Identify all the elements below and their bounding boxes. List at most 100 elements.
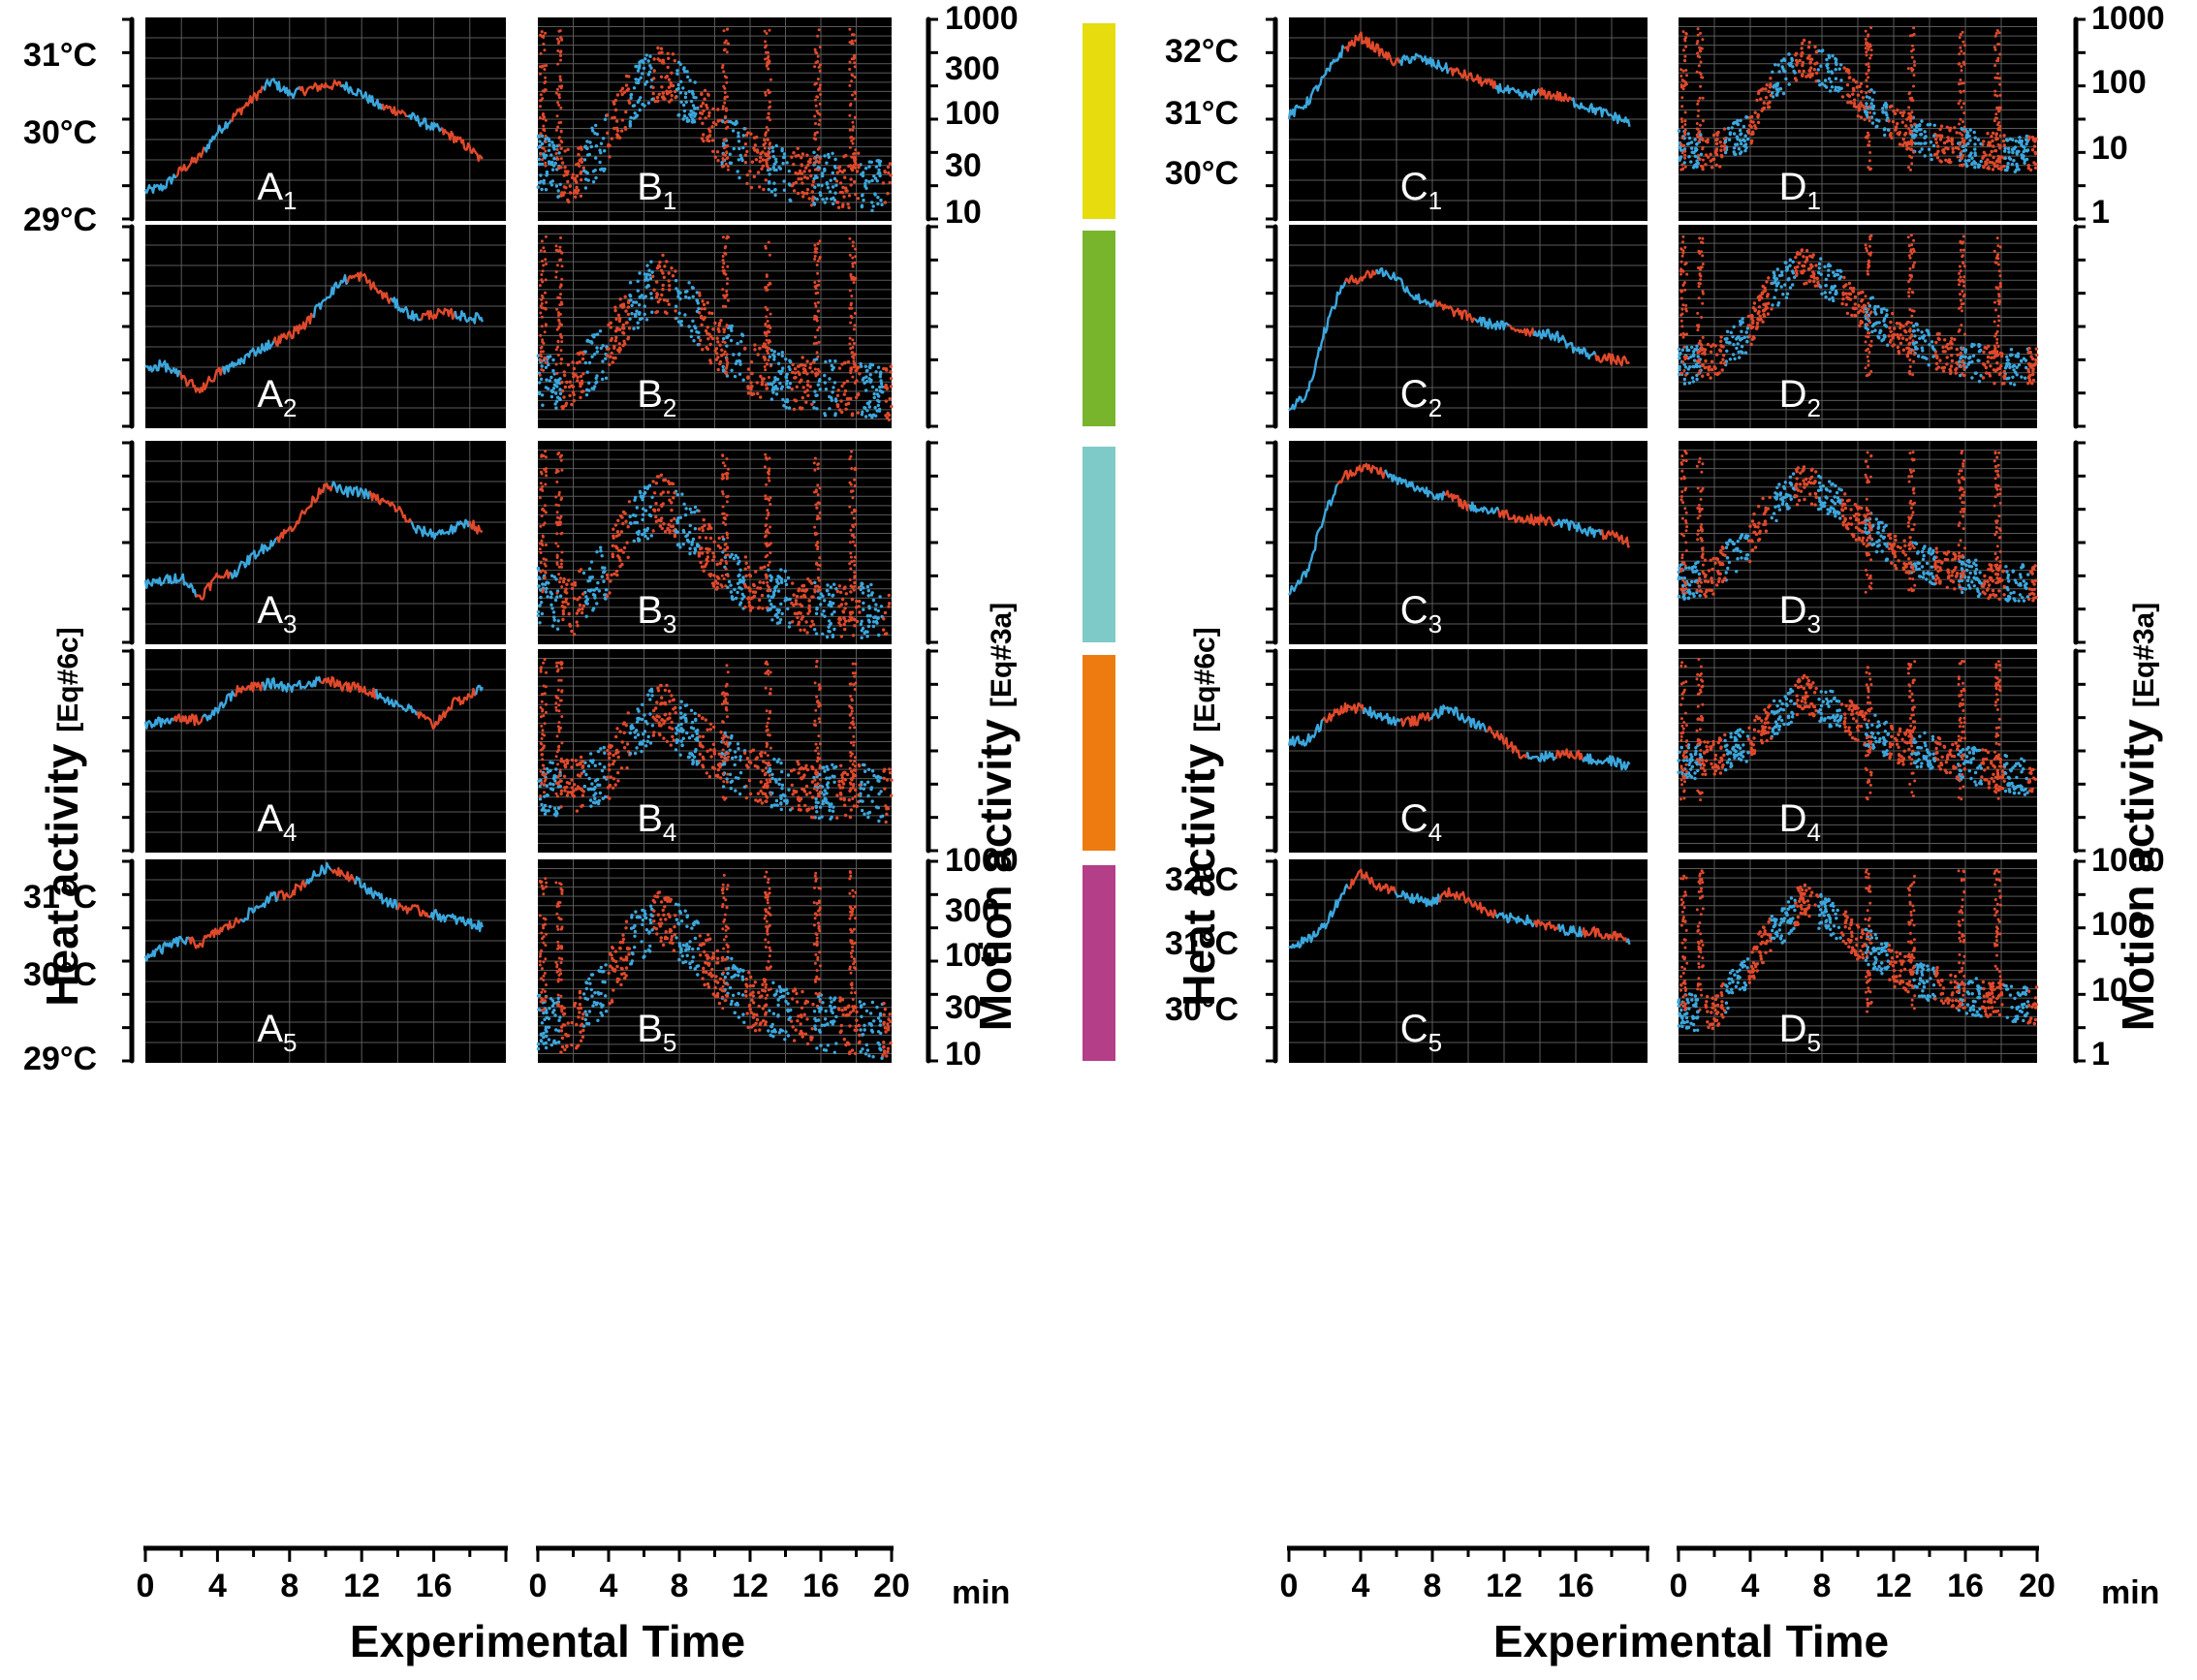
data-point	[1681, 240, 1684, 244]
data-point	[1732, 121, 1737, 125]
data-point	[870, 201, 874, 204]
data-point	[1780, 65, 1784, 69]
data-point	[1997, 31, 2001, 35]
data-point	[1740, 150, 1743, 154]
series-line-segment	[175, 146, 205, 178]
data-point	[869, 160, 873, 164]
data-point	[1996, 160, 2000, 164]
data-point	[850, 79, 854, 83]
data-point	[1940, 366, 1944, 370]
data-point	[1931, 355, 1935, 358]
data-point	[607, 323, 611, 327]
data-point	[878, 159, 883, 164]
data-point	[805, 153, 809, 157]
data-point	[1812, 279, 1816, 284]
data-point	[627, 99, 631, 103]
data-point	[769, 78, 772, 81]
data-point	[814, 50, 818, 54]
data-point	[851, 634, 856, 638]
data-point	[1962, 280, 1965, 284]
data-point	[675, 69, 679, 73]
data-point	[1864, 306, 1867, 311]
data-point	[670, 508, 674, 513]
data-point	[1998, 124, 2002, 128]
data-point	[1899, 323, 1903, 327]
data-point	[1698, 349, 1702, 353]
data-point	[593, 169, 597, 172]
data-point	[643, 509, 648, 513]
data-point	[1839, 63, 1843, 67]
data-point	[594, 144, 599, 148]
data-point	[799, 363, 802, 367]
data-point	[2026, 164, 2031, 168]
data-point	[853, 624, 857, 628]
data-point	[612, 527, 615, 531]
data-point	[1679, 319, 1683, 323]
data-point	[848, 60, 852, 64]
data-point	[1714, 163, 1718, 168]
data-point	[817, 65, 821, 69]
data-point	[1990, 135, 1993, 139]
data-point	[1762, 101, 1767, 105]
data-point	[537, 157, 541, 162]
data-point	[721, 304, 725, 308]
right-motion-title-main: Motion activity	[2113, 719, 2163, 1031]
data-point	[1784, 265, 1789, 269]
data-point	[860, 629, 863, 633]
data-point	[1740, 345, 1744, 349]
data-point	[678, 515, 682, 519]
data-point	[763, 29, 767, 33]
data-point	[1989, 364, 1993, 368]
data-point	[868, 373, 872, 377]
data-point	[1750, 316, 1754, 321]
data-point	[816, 355, 820, 358]
data-point	[1680, 137, 1684, 140]
data-point	[1906, 146, 1910, 150]
data-point	[819, 63, 822, 67]
data-point	[816, 155, 820, 159]
data-point	[1875, 124, 1879, 128]
data-point	[641, 517, 644, 522]
data-point	[1897, 133, 1901, 137]
data-point	[628, 293, 632, 297]
data-point	[715, 150, 720, 154]
data-point	[752, 583, 756, 588]
data-point	[805, 359, 809, 363]
data-point	[869, 378, 873, 383]
data-point	[832, 386, 835, 389]
data-point	[654, 482, 658, 485]
data-point	[870, 385, 875, 389]
data-point	[1962, 89, 1965, 93]
data-point	[2003, 374, 2007, 378]
data-point	[539, 132, 543, 136]
data-point	[1987, 140, 1991, 144]
data-point	[1941, 149, 1945, 154]
data-point	[833, 412, 837, 416]
data-point	[1681, 30, 1685, 34]
data-point	[1896, 122, 1899, 126]
data-point	[1732, 146, 1737, 150]
data-point	[555, 627, 560, 631]
data-point	[725, 293, 729, 296]
data-point	[621, 323, 625, 327]
data-point	[682, 502, 686, 506]
data-point	[818, 69, 822, 73]
data-point	[804, 400, 808, 404]
data-point	[1828, 291, 1833, 295]
data-point	[651, 529, 655, 533]
data-point	[1801, 63, 1805, 68]
data-point	[863, 630, 867, 634]
data-point	[557, 325, 561, 328]
data-point	[1997, 43, 2001, 47]
data-point	[746, 586, 751, 590]
data-point	[813, 250, 817, 254]
data-point	[2002, 134, 2006, 138]
data-point	[551, 145, 556, 149]
data-point	[1683, 110, 1687, 114]
data-point	[1679, 247, 1683, 251]
data-point	[1857, 303, 1861, 308]
data-point	[1995, 29, 1999, 32]
data-point	[595, 586, 599, 591]
data-point	[818, 83, 822, 87]
data-point	[721, 340, 725, 344]
